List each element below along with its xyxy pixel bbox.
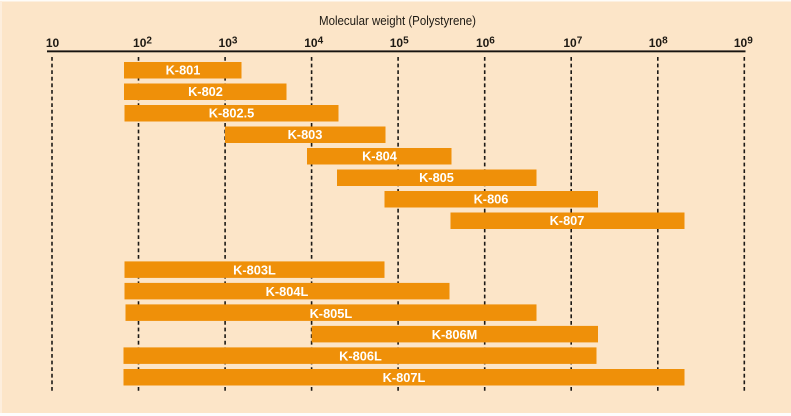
svg-text:K-806M: K-806M: [432, 327, 478, 342]
svg-text:10: 10: [46, 36, 60, 50]
svg-text:K-804L: K-804L: [266, 284, 309, 299]
svg-text:104: 104: [304, 36, 323, 51]
svg-text:K-806L: K-806L: [339, 348, 382, 363]
svg-text:102: 102: [133, 36, 152, 51]
svg-text:K-803: K-803: [288, 127, 323, 142]
svg-text:105: 105: [390, 36, 409, 51]
svg-text:103: 103: [219, 36, 238, 51]
svg-text:106: 106: [476, 36, 495, 51]
svg-text:K-805: K-805: [419, 170, 454, 185]
svg-text:K-803L: K-803L: [233, 262, 276, 277]
svg-text:107: 107: [563, 36, 582, 51]
svg-text:K-805L: K-805L: [310, 306, 353, 321]
svg-text:K-807: K-807: [550, 213, 585, 228]
svg-text:K-802: K-802: [188, 84, 223, 99]
svg-text:K-802.5: K-802.5: [209, 105, 255, 120]
svg-text:K-801: K-801: [166, 62, 201, 77]
svg-text:109: 109: [734, 36, 753, 51]
svg-text:Molecular weight (Polystyrene): Molecular weight (Polystyrene): [319, 14, 476, 28]
svg-text:K-806: K-806: [474, 191, 509, 206]
svg-text:K-807L: K-807L: [383, 370, 426, 385]
svg-text:108: 108: [649, 36, 668, 51]
svg-text:K-804: K-804: [362, 148, 398, 163]
